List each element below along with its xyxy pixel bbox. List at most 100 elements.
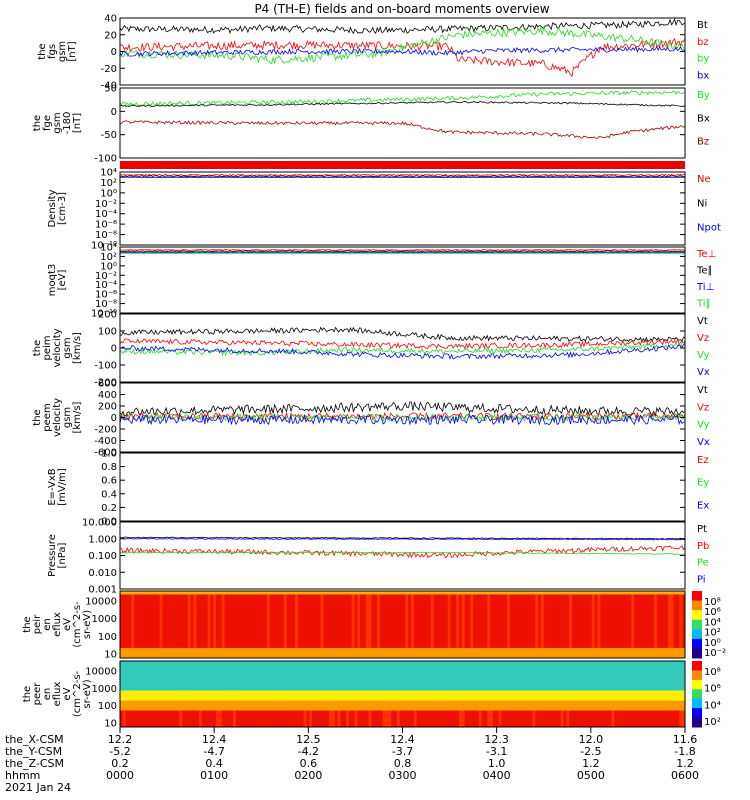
ylabel-peir: eflux [52, 612, 63, 637]
ylabel-peir: sr-eV) [82, 610, 93, 639]
heat-cell [645, 648, 649, 658]
heat-cell [467, 700, 471, 711]
ytick-label: 0.010 [88, 568, 117, 579]
legend-fgs-2: by [697, 54, 709, 65]
heat-cell [450, 700, 454, 711]
heat-cell [151, 700, 155, 711]
ylabel-peer: eV [62, 687, 73, 700]
heat-cell [591, 591, 596, 595]
heat-cell [498, 591, 502, 595]
heat-cell [275, 700, 279, 711]
heat-cell [204, 661, 209, 691]
heat-cell [605, 690, 610, 701]
heat-cell [521, 594, 525, 648]
heat-cell [300, 648, 305, 658]
heat-cell [281, 661, 285, 691]
heat-cell [416, 591, 420, 595]
heat-cell [487, 594, 491, 648]
heat-cell [436, 700, 440, 711]
legend-temp-3: Ti∥ [696, 299, 711, 310]
heat-cell [275, 594, 279, 648]
heat-cell [312, 591, 316, 595]
heat-cell [439, 648, 443, 658]
heat-cell [659, 690, 663, 701]
heat-cell [238, 648, 242, 658]
heat-cell [348, 700, 353, 711]
heat-cell [176, 710, 180, 727]
heat-cell [374, 690, 378, 701]
heat-cell [179, 690, 183, 701]
heat-cell [625, 690, 629, 701]
heat-cell [199, 594, 203, 648]
heat-cell [331, 591, 336, 595]
heat-cell [351, 700, 355, 711]
heat-cell [185, 690, 189, 701]
heat-cell [151, 591, 155, 595]
heat-cell [185, 594, 189, 648]
legend-fgs-0: Bt [697, 20, 708, 31]
heat-cell [173, 710, 177, 727]
ytick-label: 200 [98, 310, 117, 321]
heat-cell [218, 648, 223, 658]
ytick-label: 1000 [92, 684, 117, 695]
xtick-Z: 0.4 [205, 757, 223, 770]
ytick-label: -600 [94, 448, 117, 459]
heat-cell [258, 591, 262, 595]
heat-cell [504, 591, 508, 595]
heat-cell [396, 700, 401, 711]
heat-cell [656, 648, 661, 658]
heat-cell [309, 591, 313, 595]
heat-cell [557, 710, 562, 727]
heat-cell [168, 594, 172, 648]
ytick-label: 0.4 [101, 489, 117, 500]
heat-cell [258, 661, 262, 691]
heat-cell [365, 700, 370, 711]
ylabel-peem: the [32, 409, 43, 425]
heat-cell [120, 661, 124, 691]
heat-cell [357, 648, 361, 658]
heat-cell [498, 700, 502, 711]
heat-cell [221, 710, 225, 727]
heat-cell [518, 594, 522, 648]
ytick-label: 0.2 [101, 503, 117, 514]
heat-cell [238, 690, 242, 701]
heat-cell [589, 690, 593, 701]
heat-cell [139, 661, 144, 691]
heat-cell [467, 648, 471, 658]
heat-cell [577, 661, 581, 691]
heat-cell [142, 700, 146, 711]
heat-cell [272, 661, 276, 691]
heat-cell [148, 648, 152, 658]
heat-cell [329, 710, 333, 727]
heat-cell [323, 648, 327, 658]
heat-cell [631, 594, 635, 648]
heat-cell [583, 661, 587, 691]
ytick-label: -200 [94, 425, 117, 436]
heat-cell [235, 594, 240, 648]
heat-cell [433, 710, 437, 727]
heat-cell [670, 700, 675, 711]
xaxis-row-label: hhmm [5, 769, 40, 782]
heat-cell [337, 661, 341, 691]
heat-cell [281, 591, 285, 595]
heat-cell [521, 661, 525, 691]
heat-cell [535, 700, 539, 711]
heat-cell [405, 648, 409, 658]
heat-cell [631, 700, 635, 711]
ylabel-peim: velocity [52, 328, 63, 367]
heat-cell [518, 591, 522, 595]
heat-cell [487, 648, 491, 658]
heat-cell [371, 700, 375, 711]
heat-cell [433, 648, 437, 658]
heat-cell [515, 690, 519, 701]
heat-cell [134, 661, 138, 691]
heat-cell [255, 594, 259, 648]
heat-cell [300, 661, 305, 691]
heat-cell [306, 661, 310, 691]
series-peim-2 [119, 342, 686, 357]
heat-cell [422, 591, 426, 595]
heat-cell [611, 710, 615, 727]
heat-cell [408, 661, 412, 691]
heat-cell [518, 648, 522, 658]
